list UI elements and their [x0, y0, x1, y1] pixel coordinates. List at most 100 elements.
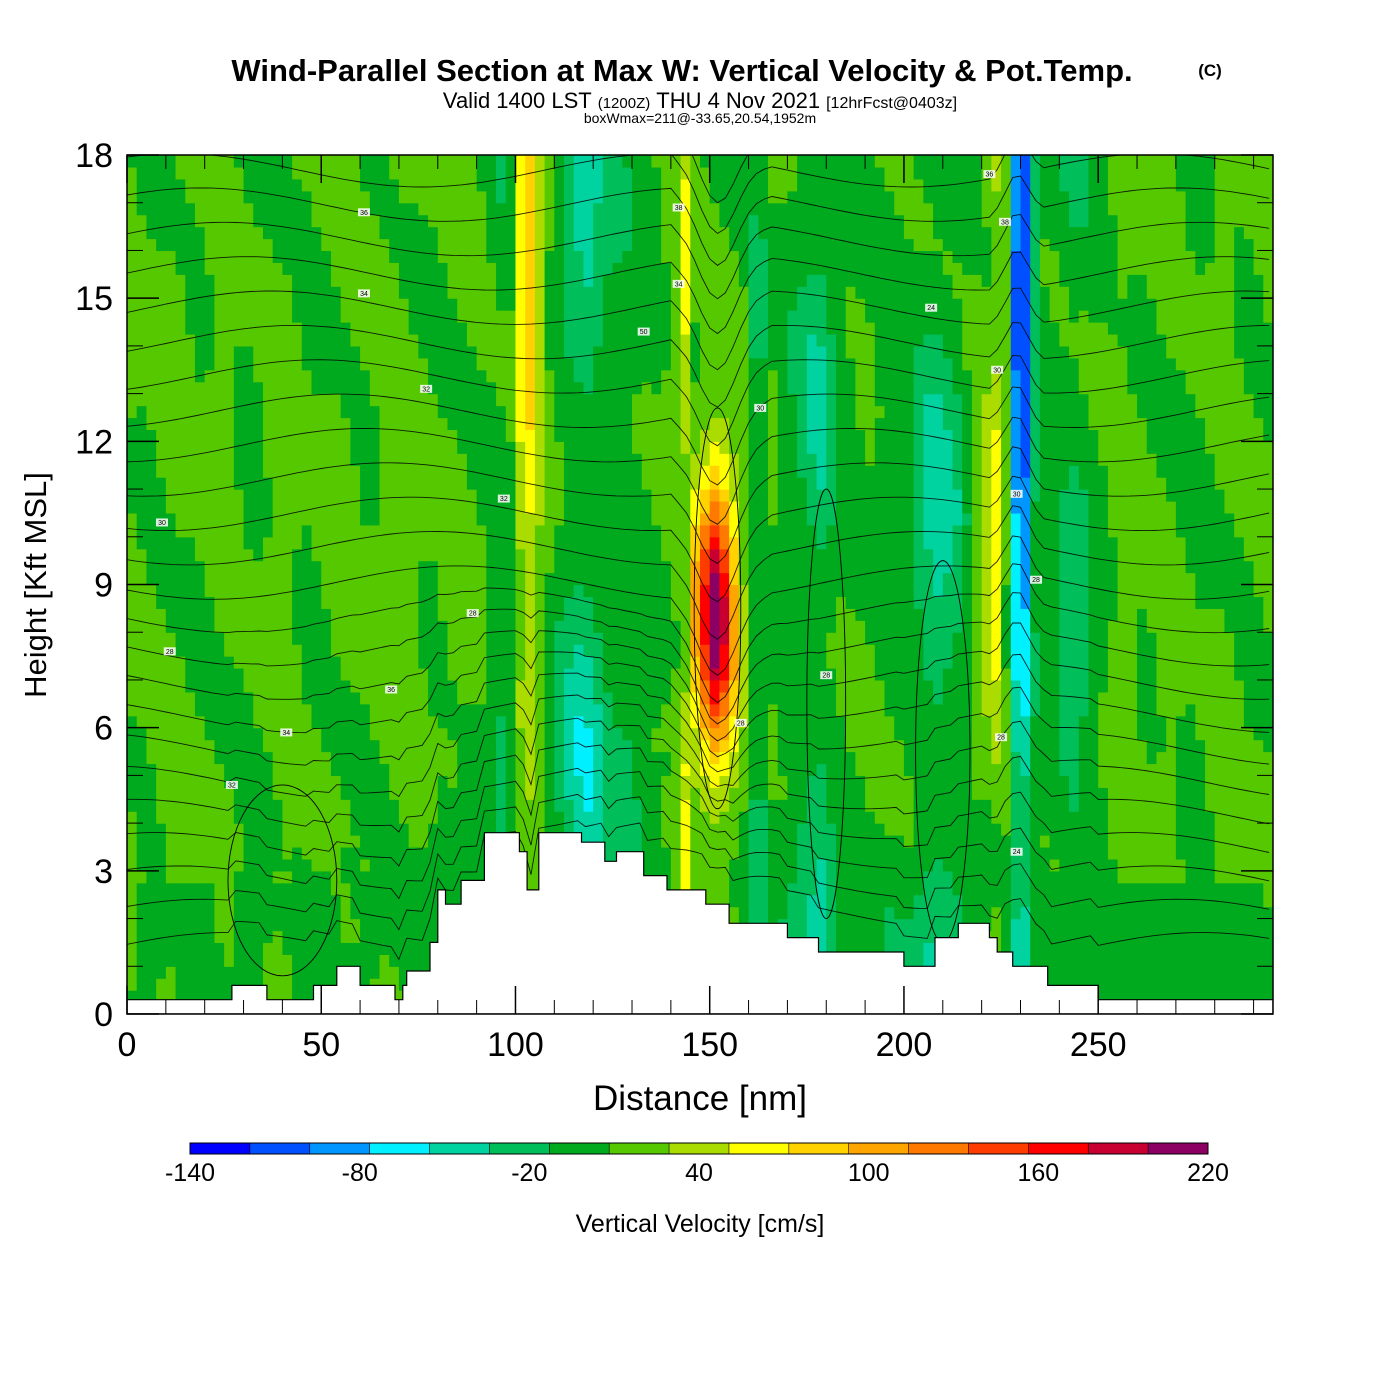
field-cell	[175, 536, 186, 657]
field-cell	[806, 453, 818, 526]
field-column	[1107, 155, 1119, 1014]
field-cell	[1234, 226, 1245, 359]
field-cell	[583, 656, 594, 729]
field-cell	[1049, 858, 1060, 872]
field-cell	[272, 930, 283, 1014]
field-cell	[301, 858, 313, 1014]
field-cell	[612, 727, 623, 908]
theta-contour-line	[127, 214, 1270, 300]
field-cell	[651, 155, 662, 168]
field-cell	[894, 835, 905, 920]
field-cell	[719, 596, 730, 645]
field-cell	[670, 668, 682, 932]
colorbar-swatch	[968, 1143, 1029, 1154]
field-cell	[690, 691, 701, 729]
field-cell	[1001, 584, 1012, 669]
field-cell	[729, 858, 740, 908]
field-cell	[670, 155, 682, 621]
field-cell	[194, 715, 206, 884]
field-column	[1166, 155, 1177, 1014]
field-cell	[398, 155, 410, 204]
field-cell	[389, 178, 400, 263]
field-cell	[758, 357, 769, 800]
field-column	[360, 155, 371, 1014]
field-cell	[350, 846, 361, 920]
field-cell	[573, 584, 585, 645]
theta-contour-line	[127, 155, 1270, 235]
field-cell	[1195, 417, 1206, 609]
field-cell	[1010, 369, 1022, 514]
field-cell	[1175, 715, 1187, 860]
field-cell	[709, 668, 721, 681]
field-cell	[447, 155, 458, 299]
field-cell	[1107, 155, 1119, 216]
field-cell	[971, 274, 983, 800]
field-cell	[1146, 453, 1158, 633]
theta-contour-line	[127, 742, 1270, 867]
field-cell	[554, 524, 565, 621]
field-cell	[680, 799, 691, 896]
field-cell	[700, 727, 711, 741]
field-cell	[544, 369, 555, 574]
field-cell	[855, 620, 866, 776]
field-cell	[233, 668, 245, 824]
field-cell	[894, 739, 905, 836]
field-column	[301, 155, 313, 1014]
field-column	[748, 155, 759, 1014]
field-cell	[1039, 238, 1051, 287]
theta-label: 38	[998, 217, 1011, 226]
field-column	[292, 155, 303, 1014]
field-cell	[602, 155, 614, 275]
field-cell	[874, 823, 886, 1014]
field-cell	[738, 286, 750, 586]
theta-label-text: 36	[387, 687, 395, 694]
field-cell	[165, 882, 177, 967]
field-cell	[428, 823, 439, 1014]
field-cell	[1078, 155, 1090, 228]
field-cell	[855, 429, 866, 621]
field-cell	[1030, 715, 1041, 991]
y-tick-label: 18	[75, 137, 113, 175]
theta-contour-line	[127, 446, 1270, 564]
field-cell	[884, 190, 895, 717]
field-cell	[330, 894, 342, 1014]
field-cell	[700, 775, 711, 812]
field-cell	[981, 715, 992, 800]
field-cell	[1263, 751, 1273, 908]
field-cell	[1069, 155, 1080, 228]
field-column	[146, 155, 157, 1014]
field-cell	[680, 155, 691, 180]
field-cell	[243, 155, 254, 204]
field-cell	[894, 214, 905, 741]
field-cell	[496, 715, 507, 848]
field-cell	[127, 166, 138, 419]
field-cell	[865, 322, 876, 466]
field-cell	[437, 727, 449, 776]
field-column	[466, 155, 478, 1014]
field-cell	[505, 310, 517, 442]
field-cell	[874, 679, 886, 824]
field-column	[544, 155, 555, 1014]
field-cell	[1098, 691, 1109, 788]
field-cell	[1030, 155, 1041, 502]
theta-label: 34	[672, 279, 685, 288]
field-column	[1205, 155, 1216, 1014]
field-cell	[1166, 500, 1177, 884]
field-cell	[797, 823, 808, 1014]
field-cell	[835, 155, 847, 598]
field-cell	[874, 155, 886, 168]
field-cell	[933, 155, 944, 240]
field-cell	[204, 155, 215, 275]
field-column	[1039, 155, 1051, 1014]
y-axis-label: Height [Kft MSL]	[18, 472, 53, 698]
field-column	[418, 155, 429, 1014]
field-column	[1243, 155, 1255, 1014]
field-cell	[1205, 155, 1216, 263]
field-cell	[136, 214, 148, 407]
field-cell	[379, 155, 390, 240]
field-cell	[787, 190, 798, 311]
field-cell	[1175, 882, 1187, 1014]
field-cell	[1078, 310, 1090, 395]
field-cell	[855, 155, 866, 299]
field-column	[447, 155, 458, 1014]
